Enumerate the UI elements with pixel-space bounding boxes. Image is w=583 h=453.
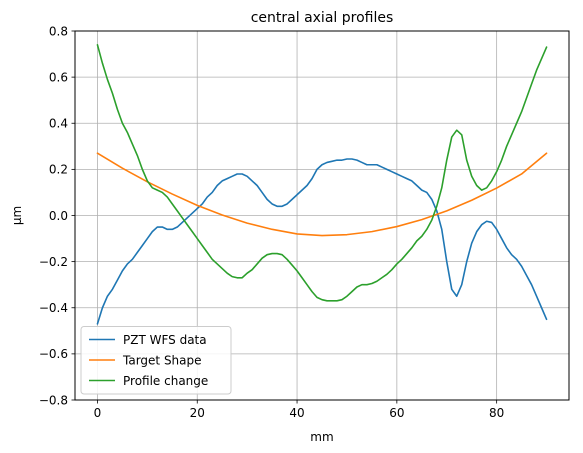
x-tick-label: 0 — [94, 406, 102, 420]
plot-area — [96, 44, 548, 325]
legend-label: PZT WFS data — [123, 333, 207, 347]
series-line-1 — [96, 158, 548, 325]
legend: PZT WFS data Target Shape Profile change — [80, 326, 232, 395]
x-axis-label: mm — [310, 430, 333, 444]
axis-ticks: 0 20 40 60 80 −0.8 −0.6 −0.4 −0.2 0.0 0.2 0.4 0.6 0.8 — [39, 24, 504, 420]
legend-label: Profile change — [123, 374, 208, 388]
y-tick-label: 0.8 — [49, 24, 68, 38]
y-tick-label: 0.4 — [49, 117, 68, 131]
y-tick-label: −0.8 — [39, 393, 68, 407]
x-tick-label: 60 — [389, 406, 404, 420]
y-tick-label: 0.0 — [49, 209, 68, 223]
y-tick-label: −0.2 — [39, 255, 68, 269]
x-tick-label: 80 — [489, 406, 504, 420]
legend-box — [80, 326, 232, 395]
y-tick-label: 0.6 — [49, 70, 68, 84]
series-line-2 — [96, 152, 548, 237]
series-line-3 — [96, 44, 548, 302]
legend-label: Target Shape — [122, 353, 202, 367]
chart-title: central axial profiles — [251, 10, 394, 26]
axes-frame — [74, 30, 570, 401]
x-tick-label: 40 — [289, 406, 304, 420]
x-tick-label: 20 — [190, 406, 205, 420]
y-axis-label: μm — [10, 206, 24, 225]
y-tick-label: −0.6 — [39, 347, 68, 361]
y-tick-label: −0.4 — [39, 301, 68, 315]
y-tick-label: 0.2 — [49, 163, 68, 177]
